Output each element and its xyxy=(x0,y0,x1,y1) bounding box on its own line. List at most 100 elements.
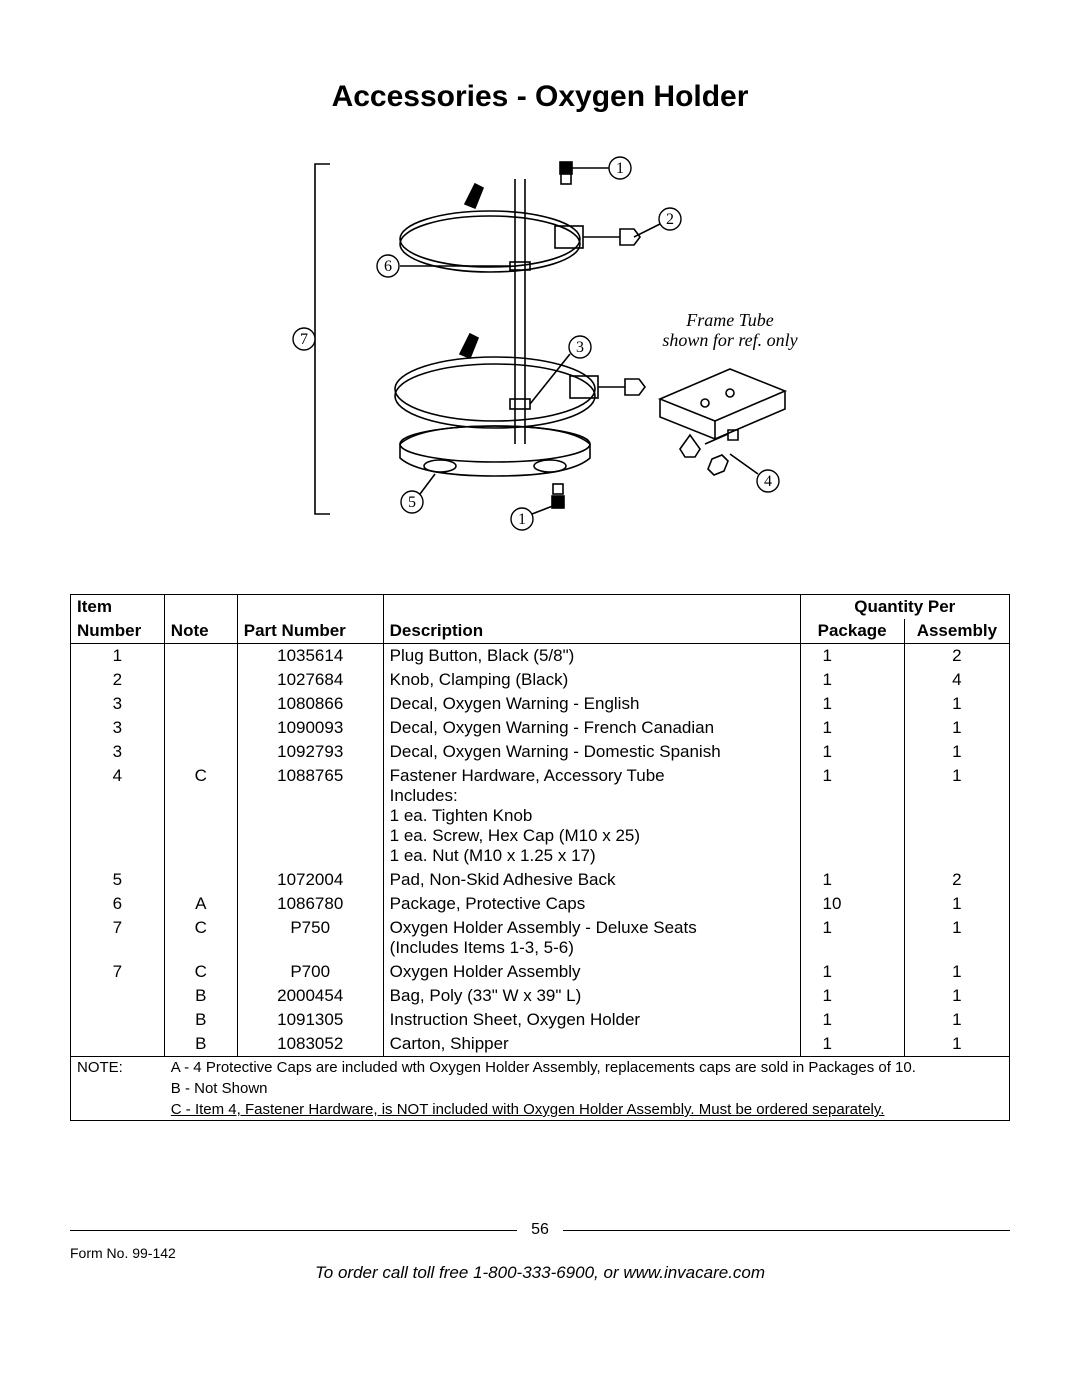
page-title: Accessories - Oxygen Holder xyxy=(60,80,1020,114)
cell: 1 xyxy=(905,892,1009,916)
cell: 1 xyxy=(801,764,905,868)
callout-2: 2 xyxy=(666,211,674,228)
cell: 1072004 xyxy=(238,868,384,892)
hdr-desc: Description xyxy=(384,619,801,644)
cell: Fastener Hardware, Accessory TubeInclude… xyxy=(384,764,801,868)
hdr-part: Part Number xyxy=(238,619,384,644)
cell: 1 xyxy=(801,1008,905,1032)
cell: P700 xyxy=(238,960,384,984)
cell: Decal, Oxygen Warning - Domestic Spanish xyxy=(384,740,801,764)
cell: 1 xyxy=(905,916,1009,960)
form-number: Form No. 99-142 xyxy=(70,1245,1010,1261)
cell xyxy=(165,644,238,668)
cell: C xyxy=(165,916,238,960)
order-info: To order call toll free 1-800-333-6900, … xyxy=(60,1263,1020,1283)
cell xyxy=(165,740,238,764)
cell: Decal, Oxygen Warning - English xyxy=(384,692,801,716)
cell: 7 xyxy=(71,960,165,984)
cell: 1 xyxy=(905,692,1009,716)
cell: 3 xyxy=(71,740,165,764)
cell: 1 xyxy=(801,692,905,716)
callout-5: 5 xyxy=(408,494,416,511)
cell: 1080866 xyxy=(238,692,384,716)
table-row: 7CP700Oxygen Holder Assembly11 xyxy=(71,960,1009,984)
cell: 1 xyxy=(801,984,905,1008)
table-row: B1091305Instruction Sheet, Oxygen Holder… xyxy=(71,1008,1009,1032)
cell: Instruction Sheet, Oxygen Holder xyxy=(384,1008,801,1032)
table-row: 11035614Plug Button, Black (5/8")12 xyxy=(71,644,1009,668)
cell: 2000454 xyxy=(238,984,384,1008)
cell: C xyxy=(165,764,238,868)
cell: 5 xyxy=(71,868,165,892)
table-row: 31080866Decal, Oxygen Warning - English1… xyxy=(71,692,1009,716)
table-row: 3 1090093Decal, Oxygen Warning - French C… xyxy=(71,716,1009,740)
hdr-asm: Assembly xyxy=(905,619,1009,644)
cell: 1035614 xyxy=(238,644,384,668)
table-row: 31092793Decal, Oxygen Warning - Domestic… xyxy=(71,740,1009,764)
table-row: 51072004Pad, Non-Skid Adhesive Back12 xyxy=(71,868,1009,892)
cell: 1091305 xyxy=(238,1008,384,1032)
cell: 7 xyxy=(71,916,165,960)
cell: 1083052 xyxy=(238,1032,384,1056)
cell xyxy=(165,692,238,716)
cell: 1 xyxy=(905,716,1009,740)
cell: Oxygen Holder Assembly - Deluxe Seats(In… xyxy=(384,916,801,960)
exploded-diagram: 1 2 3 4 5 6 7 1 Frame Tube shown for ref… xyxy=(60,144,1020,534)
cell: Bag, Poly (33" W x 39" L) xyxy=(384,984,801,1008)
hdr-item-l1: Item xyxy=(71,595,165,619)
note-b: B - Not Shown xyxy=(171,1080,268,1097)
cell: 1 xyxy=(801,740,905,764)
cell: Pad, Non-Skid Adhesive Back xyxy=(384,868,801,892)
note-a: A - 4 Protective Caps are included wth O… xyxy=(171,1059,916,1076)
cell: A xyxy=(165,892,238,916)
hdr-item-l2: Number xyxy=(71,619,165,644)
cell: 1090093 xyxy=(238,716,384,740)
cell xyxy=(165,716,238,740)
cell: B xyxy=(165,1032,238,1056)
frame-tube-label-2: shown for ref. only xyxy=(662,330,797,350)
cell: C xyxy=(165,960,238,984)
hdr-pkg: Package xyxy=(801,619,905,644)
table-row: B1083052Carton, Shipper11 xyxy=(71,1032,1009,1056)
cell: 1 xyxy=(71,644,165,668)
cell xyxy=(165,668,238,692)
cell xyxy=(165,868,238,892)
callout-7: 7 xyxy=(300,331,308,348)
note-c: C - Item 4, Fastener Hardware, is NOT in… xyxy=(171,1101,885,1118)
cell: 10 xyxy=(801,892,905,916)
cell: 1 xyxy=(801,644,905,668)
cell: B xyxy=(165,984,238,1008)
cell: Oxygen Holder Assembly xyxy=(384,960,801,984)
cell: 1 xyxy=(905,984,1009,1008)
cell: 1027684 xyxy=(238,668,384,692)
notes-label: NOTE: xyxy=(71,1056,165,1078)
callout-4: 4 xyxy=(764,473,772,490)
cell: Plug Button, Black (5/8") xyxy=(384,644,801,668)
cell: B xyxy=(165,1008,238,1032)
cell: 2 xyxy=(905,644,1009,668)
cell: 1 xyxy=(801,868,905,892)
cell: 1 xyxy=(801,716,905,740)
cell: 1 xyxy=(905,1032,1009,1056)
cell: Decal, Oxygen Warning - French Canadian xyxy=(384,716,801,740)
cell: Package, Protective Caps xyxy=(384,892,801,916)
cell: 6 xyxy=(71,892,165,916)
cell: 1 xyxy=(905,764,1009,868)
cell xyxy=(71,1032,165,1056)
parts-table: Item Quantity Per Number Note Part Numbe… xyxy=(70,594,1010,1121)
cell: 3 xyxy=(71,716,165,740)
cell: 1086780 xyxy=(238,892,384,916)
cell: 1 xyxy=(905,740,1009,764)
cell: 4 xyxy=(71,764,165,868)
cell: 1 xyxy=(801,960,905,984)
cell: 1 xyxy=(905,1008,1009,1032)
cell: 3 xyxy=(71,692,165,716)
cell: 1088765 xyxy=(238,764,384,868)
table-row: 4C1088765Fastener Hardware, Accessory Tu… xyxy=(71,764,1009,868)
callout-6: 6 xyxy=(384,258,392,275)
cell xyxy=(71,1008,165,1032)
cell: 1 xyxy=(801,916,905,960)
hdr-note: Note xyxy=(165,619,238,644)
cell: 1 xyxy=(801,668,905,692)
cell: 1 xyxy=(905,960,1009,984)
